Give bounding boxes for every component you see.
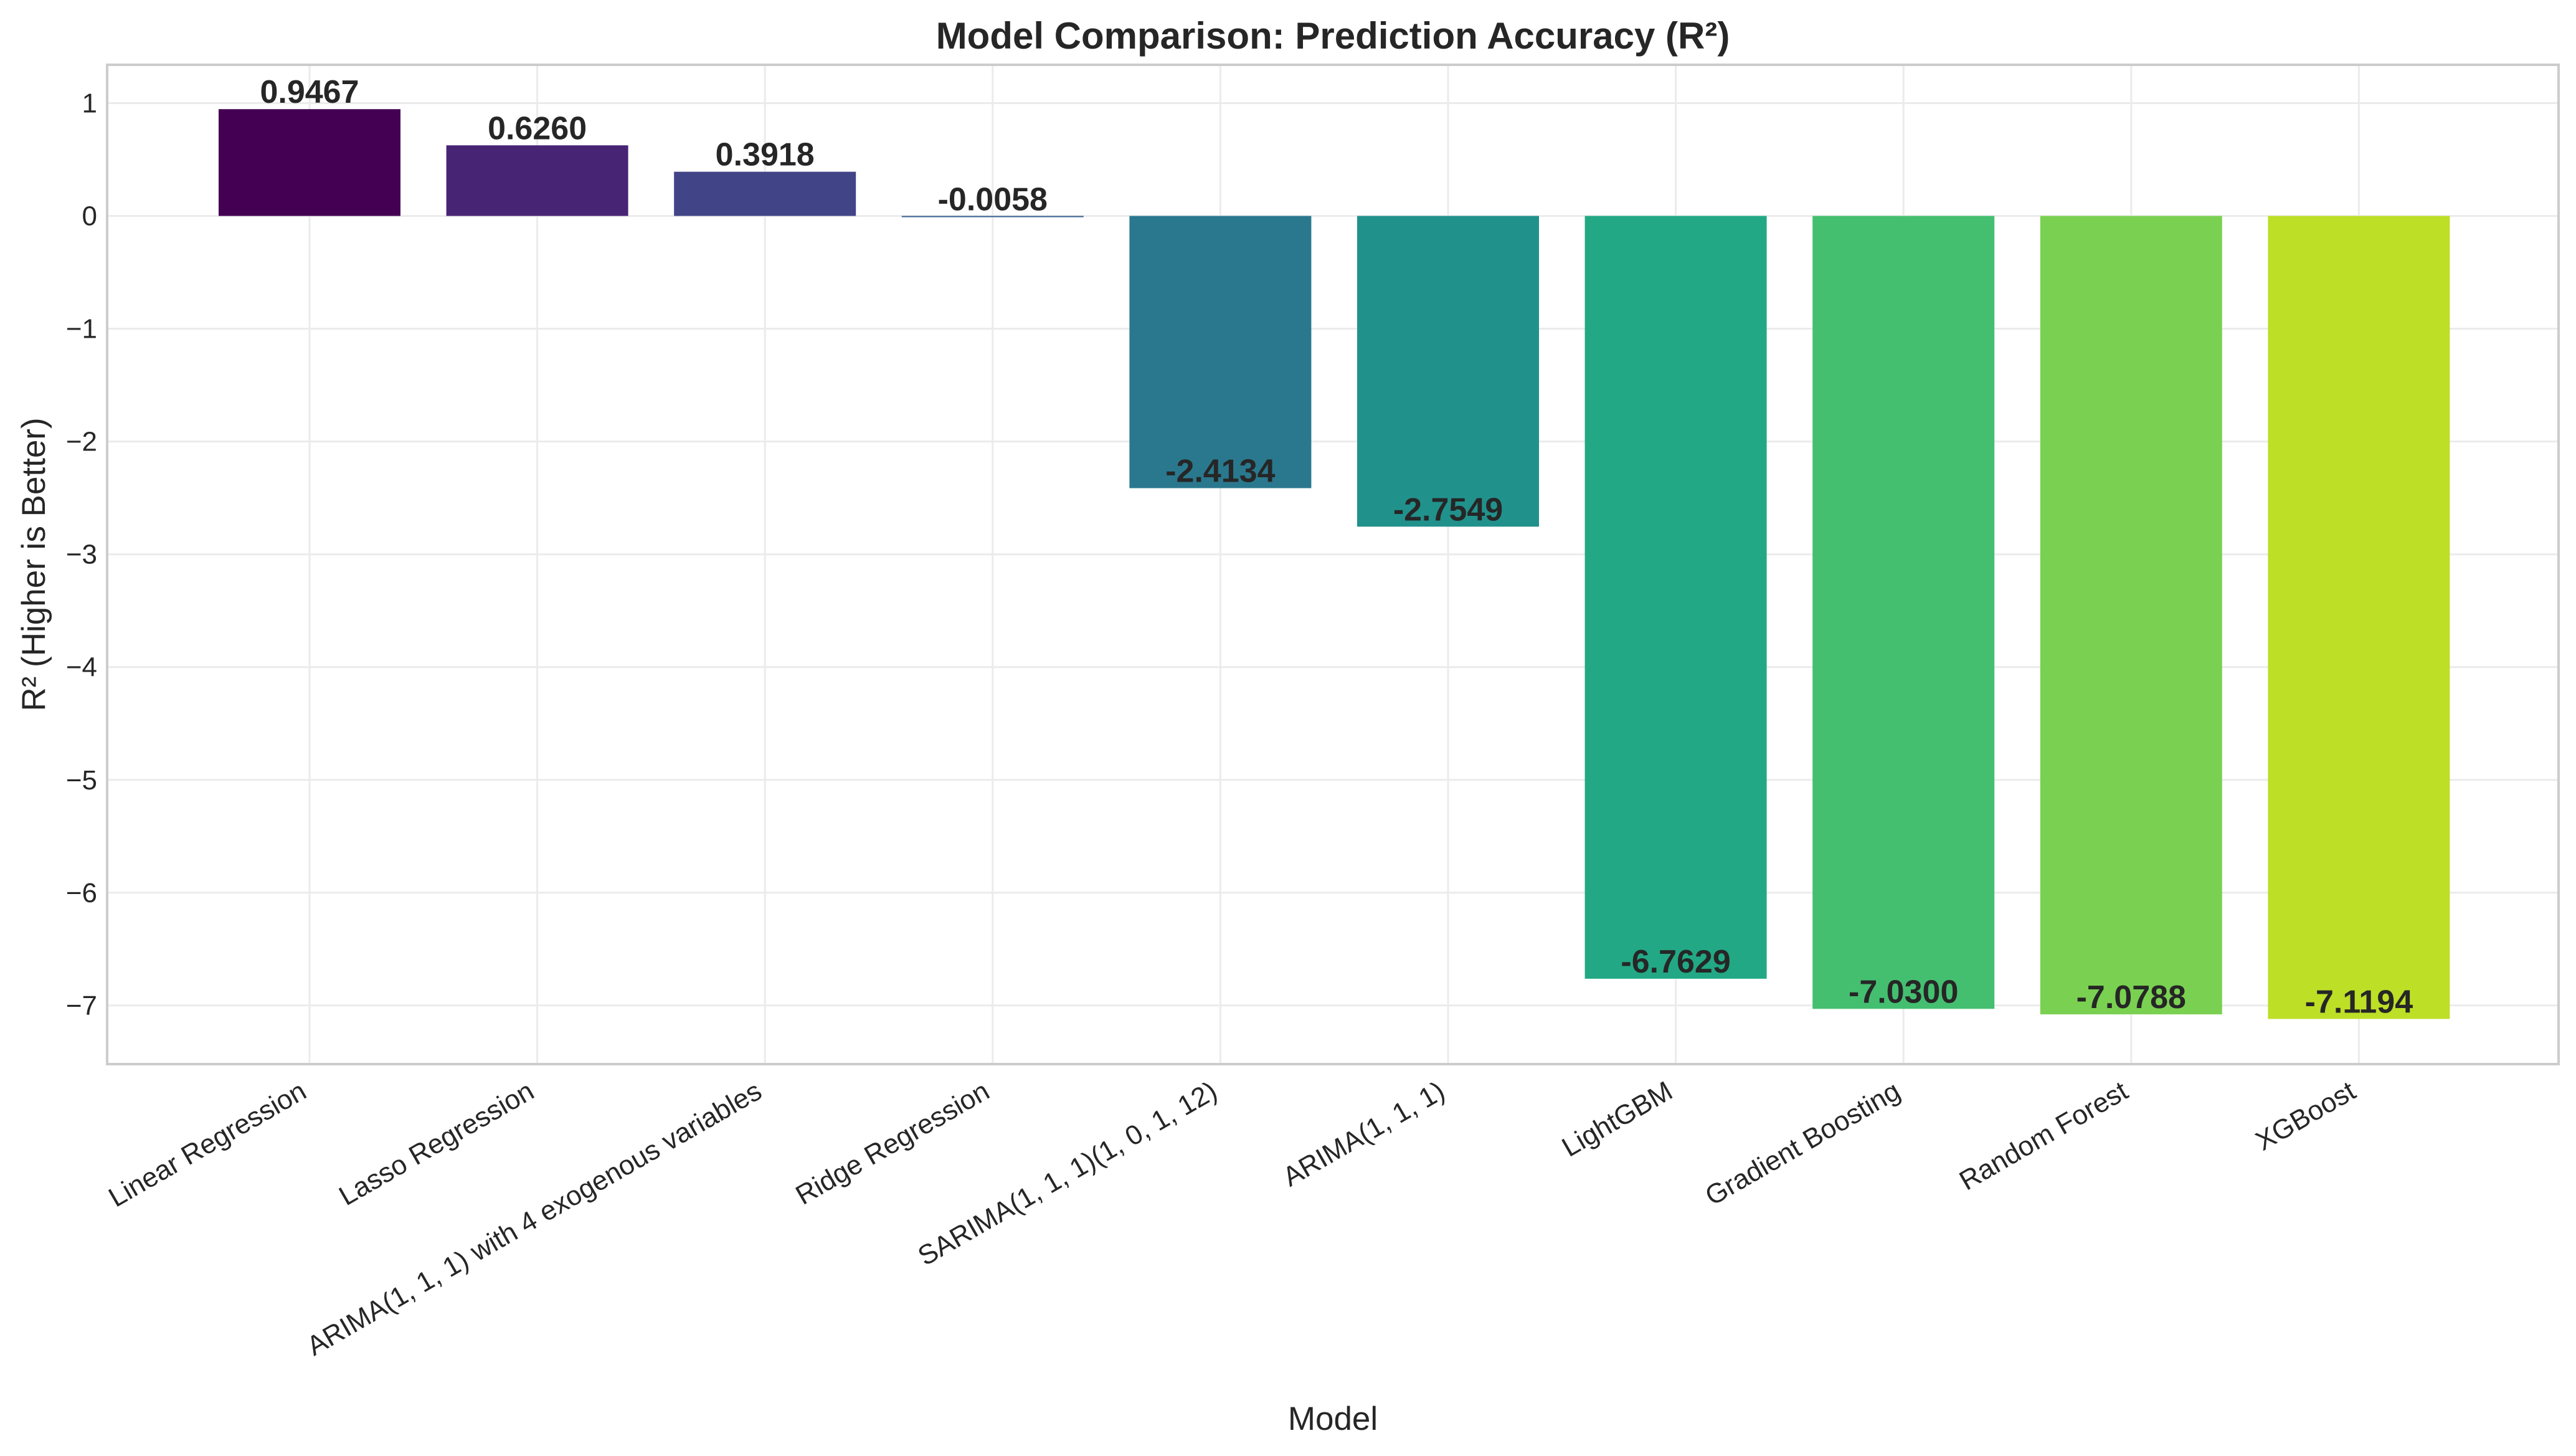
bar-value-label-7: -7.0300 <box>1849 974 1958 1010</box>
y-axis-label: R² (Higher is Better) <box>16 417 52 711</box>
y-tick-label: −3 <box>66 540 97 570</box>
x-tick-label: Ridge Regression <box>790 1075 994 1211</box>
bar-4 <box>1129 216 1312 488</box>
y-tick-label: −5 <box>66 765 97 796</box>
bar-value-label-9: -7.1194 <box>2305 984 2413 1020</box>
y-tick-label: −1 <box>66 314 97 345</box>
bar-value-label-0: 0.9467 <box>260 74 359 110</box>
y-tick-labels: 1 0 −1 −2 −3 −4 −5 −6 −7 <box>66 88 97 1021</box>
bar-value-label-2: 0.3918 <box>716 137 815 173</box>
bar-value-label-1: 0.6260 <box>488 110 587 146</box>
x-tick-label: Gradient Boosting <box>1700 1075 1906 1212</box>
bar-value-label-8: -7.0788 <box>2076 979 2186 1016</box>
bar-9 <box>2268 216 2450 1019</box>
plot-frame <box>106 64 2560 1065</box>
bar-value-label-3: -0.0058 <box>938 182 1048 218</box>
bar-7 <box>1812 216 1995 1009</box>
x-tick-label: LightGBM <box>1557 1075 1678 1163</box>
x-tick-label: ARIMA(1, 1, 1) with 4 exogenous variable… <box>301 1075 767 1361</box>
y-tick-label: 0 <box>82 201 97 232</box>
bars-layer <box>219 109 2450 1019</box>
bar-5 <box>1357 216 1539 527</box>
bar-3 <box>901 216 1084 217</box>
x-tick-label: XGBoost <box>2250 1075 2361 1156</box>
y-tick-label: −7 <box>66 991 97 1021</box>
bar-value-label-5: -2.7549 <box>1393 492 1503 528</box>
x-tick-label: ARIMA(1, 1, 1) <box>1278 1075 1450 1192</box>
y-tick-label: −6 <box>66 878 97 908</box>
bar-value-label-4: -2.4134 <box>1165 454 1275 490</box>
x-tick-labels: Linear Regression Lasso RegressionARIMA(1… <box>103 1075 2361 1361</box>
value-labels-layer: 0.9467 0.6260 0.3918 -0.0058 -2.4134 -2.7549 -… <box>260 74 2413 1020</box>
x-tick-label: Random Forest <box>1954 1075 2133 1196</box>
bar-value-label-6: -6.7629 <box>1621 944 1730 980</box>
x-tick-label: Lasso Regression <box>334 1075 539 1212</box>
x-axis-label: Model <box>1288 1401 1378 1437</box>
bar-2 <box>674 171 856 216</box>
bar-8 <box>2040 216 2222 1015</box>
y-tick-label: −2 <box>66 427 97 457</box>
chart-title: Model Comparison: Prediction Accuracy (R… <box>936 15 1730 57</box>
bar-0 <box>219 109 400 216</box>
bar-1 <box>446 145 628 216</box>
y-tick-label: −4 <box>66 652 97 683</box>
x-tick-label: Linear Regression <box>103 1075 311 1213</box>
y-tick-label: 1 <box>82 88 97 119</box>
bar-6 <box>1584 216 1767 979</box>
